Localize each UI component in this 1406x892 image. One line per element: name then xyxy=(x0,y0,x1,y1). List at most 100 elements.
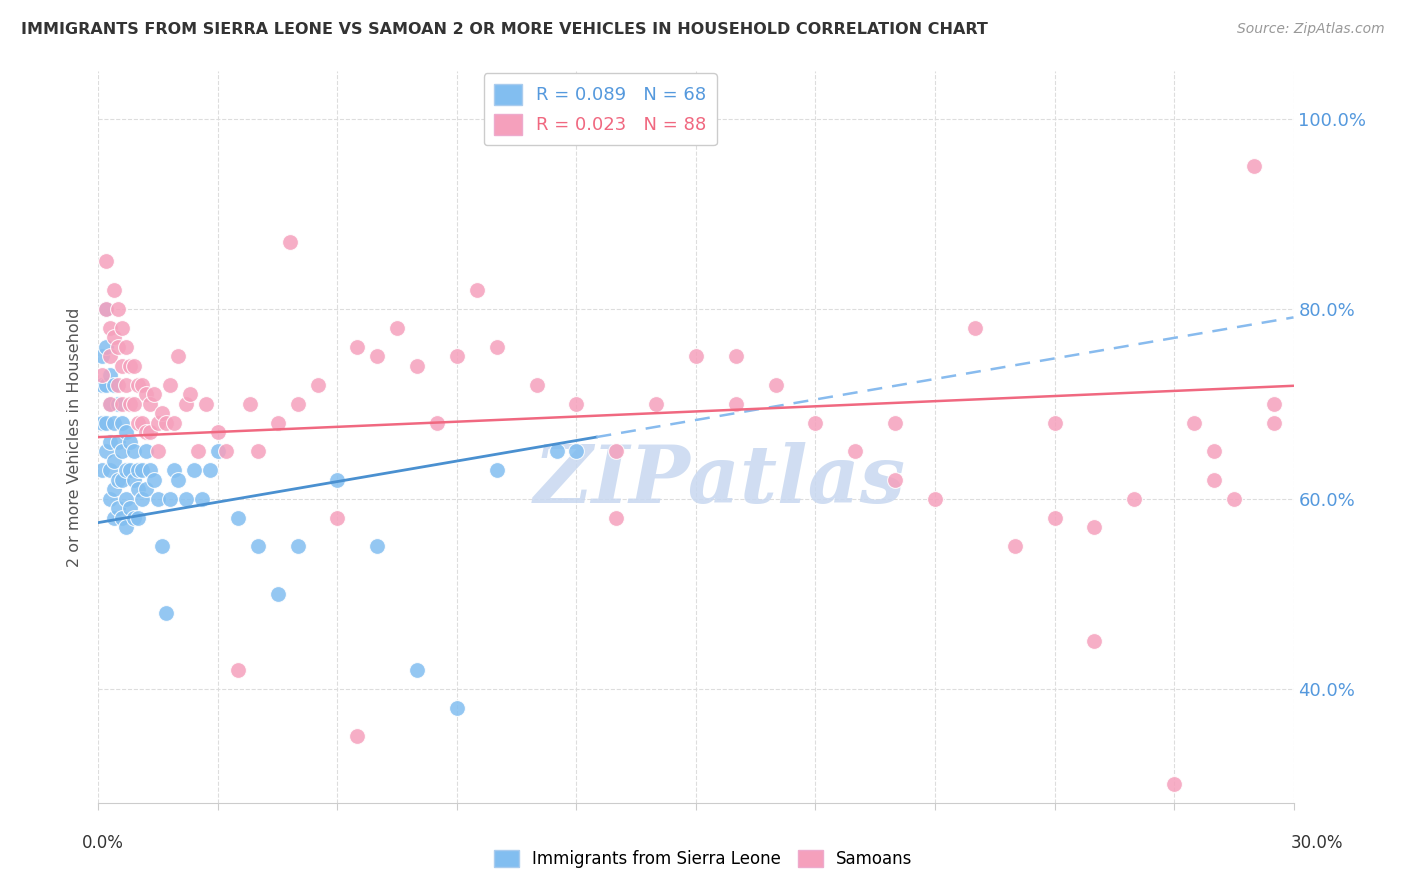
Point xyxy=(127,511,149,525)
Point xyxy=(115,491,138,506)
Point xyxy=(91,368,114,383)
Point xyxy=(278,235,301,250)
Point xyxy=(1223,491,1246,506)
Point xyxy=(98,463,122,477)
Point xyxy=(326,473,349,487)
Point xyxy=(267,416,290,430)
Point xyxy=(96,416,118,430)
Point xyxy=(239,397,262,411)
Point xyxy=(115,340,138,354)
Point xyxy=(884,416,907,430)
Point xyxy=(159,377,181,392)
Point xyxy=(366,539,388,553)
Point xyxy=(1123,491,1146,506)
Point xyxy=(115,425,138,440)
Point xyxy=(107,397,129,411)
Point xyxy=(246,444,269,458)
Point xyxy=(111,397,134,411)
Point xyxy=(107,377,129,392)
Point xyxy=(103,330,125,344)
Point xyxy=(103,454,125,468)
Point xyxy=(111,416,134,430)
Point xyxy=(131,416,153,430)
Point xyxy=(366,349,388,363)
Point xyxy=(246,539,269,553)
Point xyxy=(155,416,177,430)
Point xyxy=(174,491,197,506)
Point xyxy=(526,377,548,392)
Point xyxy=(1163,777,1185,791)
Point xyxy=(98,397,122,411)
Point xyxy=(139,425,162,440)
Point xyxy=(127,416,149,430)
Point xyxy=(226,663,249,677)
Point xyxy=(91,463,114,477)
Point xyxy=(107,340,129,354)
Point xyxy=(174,397,197,411)
Point xyxy=(120,463,142,477)
Point xyxy=(385,321,409,335)
Point xyxy=(215,444,238,458)
Point xyxy=(155,606,177,620)
Point xyxy=(167,473,190,487)
Point xyxy=(135,425,157,440)
Point xyxy=(98,434,122,449)
Point xyxy=(107,434,129,449)
Point xyxy=(103,511,125,525)
Point xyxy=(163,416,186,430)
Point xyxy=(143,473,166,487)
Point xyxy=(565,444,588,458)
Point xyxy=(115,463,138,477)
Point xyxy=(107,501,129,516)
Point xyxy=(96,301,118,316)
Point xyxy=(111,473,134,487)
Point xyxy=(98,349,122,363)
Point xyxy=(127,483,149,497)
Point xyxy=(326,511,349,525)
Point xyxy=(96,377,118,392)
Point xyxy=(724,397,747,411)
Point xyxy=(139,397,162,411)
Point xyxy=(98,491,122,506)
Point xyxy=(98,397,122,411)
Point xyxy=(924,491,946,506)
Point xyxy=(103,377,125,392)
Point xyxy=(191,491,214,506)
Point xyxy=(605,444,627,458)
Point xyxy=(346,340,368,354)
Y-axis label: 2 or more Vehicles in Household: 2 or more Vehicles in Household xyxy=(67,308,83,566)
Point xyxy=(183,463,205,477)
Point xyxy=(120,359,142,373)
Point xyxy=(1043,511,1066,525)
Point xyxy=(111,359,134,373)
Point xyxy=(844,444,866,458)
Point xyxy=(446,349,468,363)
Point xyxy=(131,377,153,392)
Legend: R = 0.089   N = 68, R = 0.023   N = 88: R = 0.089 N = 68, R = 0.023 N = 88 xyxy=(484,73,717,145)
Point xyxy=(1043,416,1066,430)
Text: ZIPatlas: ZIPatlas xyxy=(534,442,905,520)
Point xyxy=(103,483,125,497)
Point xyxy=(91,377,114,392)
Point xyxy=(143,387,166,401)
Point xyxy=(159,491,181,506)
Point xyxy=(804,416,827,430)
Point xyxy=(107,473,129,487)
Point xyxy=(139,463,162,477)
Point xyxy=(111,444,134,458)
Point xyxy=(111,511,134,525)
Point xyxy=(287,539,309,553)
Point xyxy=(406,359,429,373)
Point xyxy=(131,491,153,506)
Point xyxy=(127,377,149,392)
Point xyxy=(103,283,125,297)
Text: Source: ZipAtlas.com: Source: ZipAtlas.com xyxy=(1237,22,1385,37)
Text: IMMIGRANTS FROM SIERRA LEONE VS SAMOAN 2 OR MORE VEHICLES IN HOUSEHOLD CORRELATI: IMMIGRANTS FROM SIERRA LEONE VS SAMOAN 2… xyxy=(21,22,988,37)
Point xyxy=(1004,539,1026,553)
Point xyxy=(120,397,142,411)
Point xyxy=(124,473,146,487)
Point xyxy=(1202,473,1225,487)
Point xyxy=(96,301,118,316)
Point xyxy=(131,463,153,477)
Text: 30.0%: 30.0% xyxy=(1291,834,1344,852)
